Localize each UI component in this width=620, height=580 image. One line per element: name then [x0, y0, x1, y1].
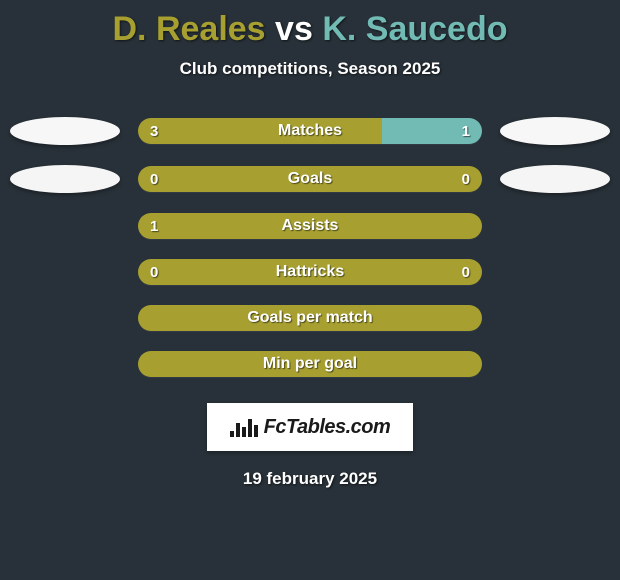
vs-separator: vs — [275, 10, 313, 48]
logo-bars-icon — [230, 417, 258, 437]
stat-row: Min per goal — [0, 351, 620, 377]
player1-name: D. Reales — [113, 10, 266, 48]
stat-value-left: 3 — [150, 118, 158, 144]
stat-value-right: 0 — [462, 166, 470, 192]
stat-label: Goals — [138, 166, 482, 192]
stat-label: Hattricks — [138, 259, 482, 285]
player1-avatar — [10, 117, 120, 145]
stat-row: Goals per match — [0, 305, 620, 331]
stat-value-left: 1 — [150, 213, 158, 239]
stat-row: Matches3 1 — [0, 117, 620, 145]
stat-bar: Min per goal — [138, 351, 482, 377]
stat-bar: Goals per match — [138, 305, 482, 331]
fctables-logo: FcTables.com — [207, 403, 413, 451]
snapshot-date: 19 february 2025 — [0, 469, 620, 489]
stat-value-left: 0 — [150, 259, 158, 285]
stat-value-right: 0 — [462, 259, 470, 285]
stat-row: Assists1 — [0, 213, 620, 239]
stat-label: Min per goal — [138, 351, 482, 377]
stat-bar: Hattricks0 0 — [138, 259, 482, 285]
stat-row: Hattricks0 0 — [0, 259, 620, 285]
comparison-rows: Matches31Goals00Assists1Hattricks00Goals… — [0, 117, 620, 377]
subtitle: Club competitions, Season 2025 — [0, 59, 620, 79]
player1-avatar — [10, 165, 120, 193]
player2-avatar — [500, 117, 610, 145]
stat-bar: Assists1 — [138, 213, 482, 239]
page-title: D. Reales vs K. Saucedo — [0, 0, 620, 49]
stat-row: Goals0 0 — [0, 165, 620, 193]
logo-text: FcTables.com — [264, 416, 391, 439]
player2-avatar — [500, 165, 610, 193]
stat-label: Matches — [138, 118, 482, 144]
stat-bar: Matches3 1 — [138, 118, 482, 144]
player2-name: K. Saucedo — [322, 10, 507, 48]
stat-value-left: 0 — [150, 166, 158, 192]
stat-value-right: 1 — [462, 118, 470, 144]
stat-label: Goals per match — [138, 305, 482, 331]
stat-bar: Goals0 0 — [138, 166, 482, 192]
stat-label: Assists — [138, 213, 482, 239]
